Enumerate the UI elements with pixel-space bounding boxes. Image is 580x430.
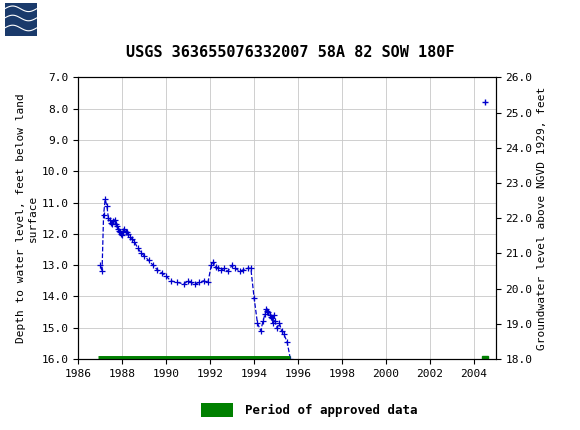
Text: Period of approved data: Period of approved data: [245, 403, 418, 417]
Bar: [201, 403, 233, 417]
Bar: [5, 3, 37, 36]
Y-axis label: Depth to water level, feet below land
surface: Depth to water level, feet below land su…: [16, 93, 38, 343]
Bar: [5, 3, 37, 36]
Y-axis label: Groundwater level above NGVD 1929, feet: Groundwater level above NGVD 1929, feet: [536, 86, 547, 350]
Text: USGS: USGS: [44, 11, 99, 29]
Text: USGS 363655076332007 58A 82 SOW 180F: USGS 363655076332007 58A 82 SOW 180F: [126, 45, 454, 60]
